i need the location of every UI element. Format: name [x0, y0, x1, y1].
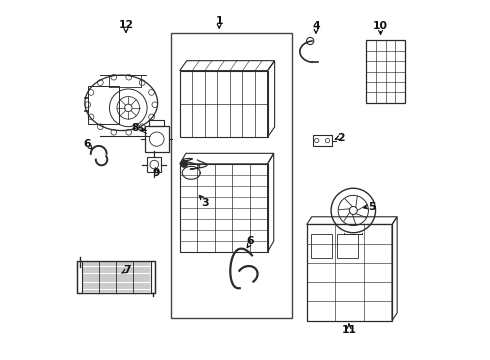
Bar: [180, 164, 268, 252]
Bar: [337, 234, 358, 258]
Bar: [313, 135, 332, 146]
Circle shape: [180, 160, 188, 167]
Bar: [307, 225, 392, 320]
Text: 5: 5: [368, 202, 376, 212]
Text: 4: 4: [312, 21, 320, 31]
Bar: [366, 40, 405, 103]
Text: 2: 2: [337, 133, 345, 143]
Bar: [150, 261, 155, 293]
Text: 9: 9: [152, 168, 160, 178]
Bar: [311, 234, 332, 258]
Bar: [149, 120, 164, 126]
Text: 7: 7: [123, 265, 130, 275]
Text: 6: 6: [83, 139, 91, 149]
Bar: [147, 157, 161, 172]
Text: 10: 10: [373, 21, 388, 31]
Text: 12: 12: [119, 20, 133, 30]
Text: 3: 3: [201, 198, 209, 208]
Text: 8: 8: [131, 123, 139, 133]
Text: 6: 6: [246, 236, 254, 246]
Text: 1: 1: [216, 16, 223, 26]
Bar: [180, 71, 268, 137]
Bar: [172, 33, 292, 318]
Bar: [77, 261, 82, 293]
Bar: [88, 86, 119, 123]
Text: 11: 11: [342, 325, 357, 335]
Bar: [77, 261, 155, 293]
Bar: [145, 126, 169, 152]
